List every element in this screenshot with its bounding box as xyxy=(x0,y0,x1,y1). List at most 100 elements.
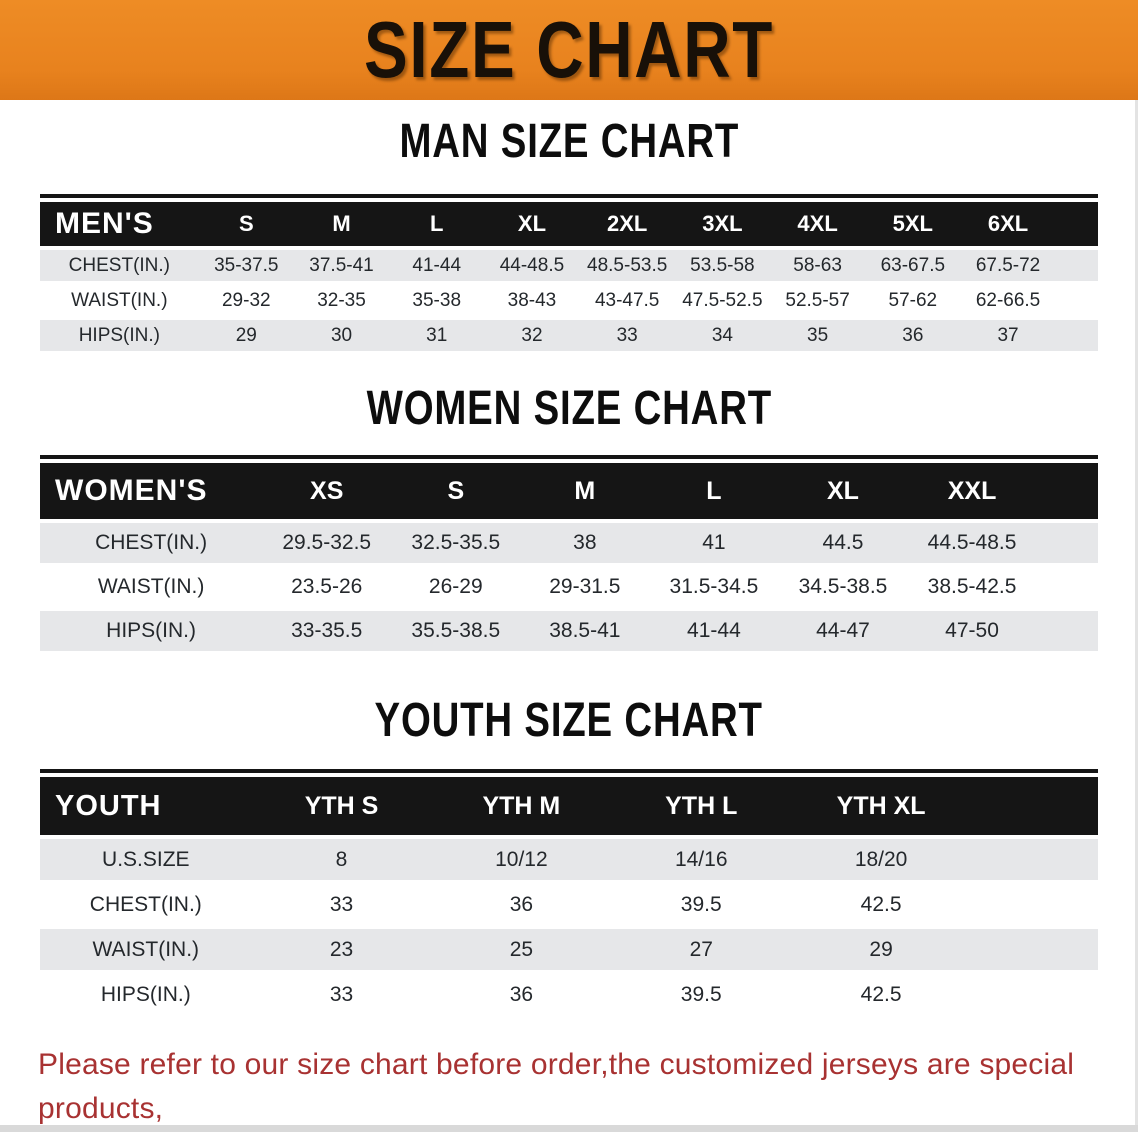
column-header: S xyxy=(391,463,521,519)
right-edge-strip xyxy=(1135,100,1138,1125)
spacer-cell xyxy=(971,884,1098,925)
size-cell: 37.5-41 xyxy=(293,250,390,281)
table-row: CHEST(IN.) 29.5-32.5 32.5-35.5 38 41 44.… xyxy=(40,523,1098,563)
size-cell: 35-37.5 xyxy=(198,250,294,281)
table-row: HIPS(IN.) 33-35.5 35.5-38.5 38.5-41 41-4… xyxy=(40,611,1098,651)
column-header: M xyxy=(293,202,390,246)
column-header: L xyxy=(649,463,779,519)
size-cell: 41-44 xyxy=(389,250,485,281)
women-size-table: WOMEN'S XS S M L XL XXL CHEST(IN.) 29.5-… xyxy=(40,455,1098,655)
spacer-cell xyxy=(1055,285,1098,316)
size-cell: 39.5 xyxy=(611,884,792,925)
footer-note-line1: Please refer to our size chart before or… xyxy=(38,1048,1075,1125)
column-header: XL xyxy=(778,463,908,519)
men-header-row: MEN'S S M L XL 2XL 3XL 4XL 5XL 6XL xyxy=(40,202,1098,246)
column-header: XS xyxy=(262,463,392,519)
size-cell: 38-43 xyxy=(484,285,580,316)
youth-header-row: YOUTH YTH S YTH M YTH L YTH XL xyxy=(40,777,1098,835)
men-size-table: MEN'S S M L XL 2XL 3XL 4XL 5XL 6XL CHEST… xyxy=(40,194,1098,355)
column-header: YTH M xyxy=(431,777,612,835)
spacer-cell xyxy=(1036,523,1098,563)
column-header: M xyxy=(520,463,650,519)
size-cell: 35 xyxy=(770,320,866,351)
size-cell: 27 xyxy=(611,929,792,970)
size-cell: 39.5 xyxy=(611,974,792,1015)
column-header: 3XL xyxy=(674,202,770,246)
size-cell: 52.5-57 xyxy=(770,285,866,316)
bottom-edge-strip xyxy=(0,1125,1138,1132)
size-cell: 44.5 xyxy=(778,523,908,563)
spacer-cell xyxy=(1036,611,1098,651)
size-cell: 44-48.5 xyxy=(484,250,580,281)
size-cell: 36 xyxy=(431,884,612,925)
size-cell: 33 xyxy=(251,884,432,925)
column-header: YTH XL xyxy=(791,777,972,835)
size-cell: 38.5-41 xyxy=(520,611,650,651)
row-label: CHEST(IN.) xyxy=(40,523,263,563)
size-cell: 57-62 xyxy=(865,285,961,316)
row-label: CHEST(IN.) xyxy=(40,250,199,281)
size-cell: 34 xyxy=(674,320,770,351)
row-label: WAIST(IN.) xyxy=(40,567,263,607)
size-cell: 25 xyxy=(431,929,612,970)
row-label: WAIST(IN.) xyxy=(40,929,252,970)
row-label: U.S.SIZE xyxy=(40,839,252,880)
row-label: CHEST(IN.) xyxy=(40,884,252,925)
table-row: WAIST(IN.) 23.5-26 26-29 29-31.5 31.5-34… xyxy=(40,567,1098,607)
size-cell: 33 xyxy=(579,320,675,351)
row-label: HIPS(IN.) xyxy=(40,611,263,651)
size-cell: 41-44 xyxy=(649,611,779,651)
size-cell: 26-29 xyxy=(391,567,521,607)
size-cell: 44.5-48.5 xyxy=(907,523,1037,563)
size-cell: 58-63 xyxy=(770,250,866,281)
size-cell: 33 xyxy=(251,974,432,1015)
table-row: CHEST(IN.) 33 36 39.5 42.5 xyxy=(40,884,1098,925)
youth-size-table: YOUTH YTH S YTH M YTH L YTH XL U.S.SIZE … xyxy=(40,769,1098,1019)
size-cell: 42.5 xyxy=(791,884,972,925)
spacer-cell xyxy=(971,777,1098,835)
spacer-cell xyxy=(1055,320,1098,351)
size-cell: 18/20 xyxy=(791,839,972,880)
size-cell: 63-67.5 xyxy=(865,250,961,281)
column-header: S xyxy=(198,202,294,246)
size-cell: 34.5-38.5 xyxy=(778,567,908,607)
youth-heading-text: YOUTH SIZE CHART xyxy=(374,694,764,747)
spacer-cell xyxy=(971,929,1098,970)
spacer-cell xyxy=(1055,202,1098,246)
row-label: HIPS(IN.) xyxy=(40,974,252,1015)
women-section-heading: WOMEN SIZE CHART xyxy=(0,383,1138,435)
youth-table-label: YOUTH xyxy=(40,777,252,835)
size-cell: 36 xyxy=(865,320,961,351)
men-section-heading: MAN SIZE CHART xyxy=(0,116,1138,168)
spacer-cell xyxy=(971,974,1098,1015)
size-cell: 37 xyxy=(960,320,1056,351)
size-cell: 62-66.5 xyxy=(960,285,1056,316)
size-cell: 42.5 xyxy=(791,974,972,1015)
row-label: HIPS(IN.) xyxy=(40,320,199,351)
column-header: L xyxy=(389,202,485,246)
size-cell: 10/12 xyxy=(431,839,612,880)
size-cell: 8 xyxy=(251,839,432,880)
size-cell: 67.5-72 xyxy=(960,250,1056,281)
banner-title: SIZE CHART xyxy=(364,5,774,94)
column-header: 6XL xyxy=(960,202,1056,246)
size-cell: 35.5-38.5 xyxy=(391,611,521,651)
size-cell: 38 xyxy=(520,523,650,563)
spacer-cell xyxy=(1036,567,1098,607)
spacer-cell xyxy=(1036,463,1098,519)
size-cell: 48.5-53.5 xyxy=(579,250,675,281)
size-cell: 47-50 xyxy=(907,611,1037,651)
size-cell: 14/16 xyxy=(611,839,792,880)
women-heading-text: WOMEN SIZE CHART xyxy=(366,382,772,435)
size-cell: 31.5-34.5 xyxy=(649,567,779,607)
size-cell: 41 xyxy=(649,523,779,563)
spacer-cell xyxy=(971,839,1098,880)
size-cell: 29-31.5 xyxy=(520,567,650,607)
men-heading-text: MAN SIZE CHART xyxy=(399,115,739,168)
size-cell: 30 xyxy=(293,320,390,351)
size-cell: 23 xyxy=(251,929,432,970)
women-table-label: WOMEN'S xyxy=(40,463,263,519)
row-label: WAIST(IN.) xyxy=(40,285,199,316)
women-header-row: WOMEN'S XS S M L XL XXL xyxy=(40,463,1098,519)
